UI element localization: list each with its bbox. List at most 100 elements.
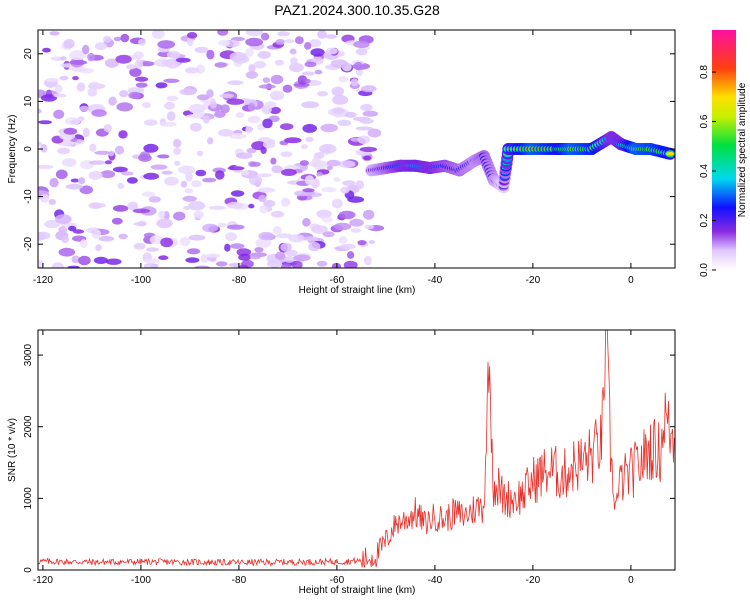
heatmap-cell xyxy=(39,194,50,203)
heatmap-cell xyxy=(226,98,245,105)
heatmap-cell xyxy=(218,39,231,47)
heatmap-cell xyxy=(333,177,341,182)
heatmap-cell xyxy=(91,229,102,239)
heatmap-cell xyxy=(226,224,245,230)
heatmap-cell xyxy=(304,42,312,50)
heatmap-cell xyxy=(103,124,113,133)
x-tick-label: -40 xyxy=(428,275,443,286)
heatmap-cell xyxy=(350,228,362,233)
heatmap-cell xyxy=(202,115,211,124)
heatmap-cell xyxy=(100,170,116,179)
heatmap-cell xyxy=(251,141,267,151)
heatmap-cell xyxy=(125,64,137,70)
heatmap-cell xyxy=(225,232,238,242)
heatmap-cell xyxy=(63,38,75,49)
heatmap-cell xyxy=(257,187,276,193)
heatmap-cell xyxy=(76,82,86,92)
heatmap-cell xyxy=(174,160,181,166)
heatmap-cell xyxy=(194,46,209,54)
heatmap-y-ticks: -20 -10 0 10 20 xyxy=(23,48,675,251)
heatmap-cell xyxy=(64,117,81,125)
x-tick-label: -60 xyxy=(330,275,345,286)
heatmap-cell xyxy=(275,233,292,239)
x-tick-label: -120 xyxy=(33,575,53,586)
heatmap-cell xyxy=(161,170,173,175)
heatmap-cell xyxy=(150,164,168,170)
heatmap-cell xyxy=(151,30,165,39)
heatmap-cell xyxy=(338,160,356,168)
heatmap-cell xyxy=(214,62,227,68)
heatmap-cell xyxy=(325,47,338,55)
heatmap-cell xyxy=(299,160,309,166)
heatmap-cell xyxy=(301,101,320,109)
heatmap-cell xyxy=(111,217,123,225)
heatmap-cell xyxy=(143,262,159,268)
heatmap-cell xyxy=(269,90,285,101)
heatmap-cell xyxy=(357,240,367,246)
heatmap-cell xyxy=(108,96,117,106)
heatmap-cell xyxy=(135,76,149,82)
heatmap-cell xyxy=(69,66,88,72)
heatmap-cell xyxy=(157,154,170,159)
heatmap-cell xyxy=(88,160,106,165)
heatmap-cell xyxy=(158,255,169,260)
heatmap-cell xyxy=(302,188,315,193)
heatmap-cell xyxy=(240,170,250,176)
heatmap-cell xyxy=(88,81,101,90)
heatmap-cell xyxy=(230,190,245,197)
heatmap-cell xyxy=(337,119,352,127)
y-tick-label: 3000 xyxy=(23,344,34,367)
heatmap-cell xyxy=(362,110,379,117)
heatmap-cell xyxy=(363,209,375,220)
heatmap-cell xyxy=(69,60,88,65)
heatmap-cell xyxy=(40,94,58,102)
heatmap-cell xyxy=(178,165,196,174)
heatmap-cell xyxy=(217,129,234,137)
snr-x-ticks: -120 -100 -80 -60 -40 -20 0 xyxy=(33,330,634,586)
heatmap-cell xyxy=(302,217,311,227)
y-tick-label: 1000 xyxy=(23,487,34,510)
heatmap-cell xyxy=(120,33,130,43)
heatmap-cell xyxy=(248,203,255,209)
heatmap-cell xyxy=(305,136,314,143)
heatmap-cell xyxy=(666,152,675,156)
heatmap-cell xyxy=(94,42,108,50)
heatmap-cell xyxy=(160,237,174,248)
heatmap-cell xyxy=(263,199,276,208)
colorbar-tick-label: 0.8 xyxy=(699,65,710,79)
heatmap-cell xyxy=(119,90,129,98)
heatmap-cell xyxy=(132,208,151,214)
heatmap-cell xyxy=(364,224,374,230)
heatmap-cell xyxy=(338,210,356,220)
heatmap-cell xyxy=(166,111,176,121)
heatmap-cell xyxy=(247,102,256,112)
heatmap-cell xyxy=(182,195,197,202)
heatmap-cell xyxy=(148,196,161,203)
heatmap-cell xyxy=(355,126,374,131)
colorbar-gradient xyxy=(712,30,736,270)
y-tick-label: 10 xyxy=(23,95,34,107)
heatmap-cell xyxy=(179,88,197,96)
heatmap-cell xyxy=(270,210,285,218)
heatmap-cell xyxy=(160,121,177,127)
heatmap-cell xyxy=(349,218,364,227)
heatmap-cell xyxy=(77,177,86,185)
y-tick-label: 20 xyxy=(23,48,34,60)
heatmap-cell xyxy=(280,151,293,158)
heatmap-cell xyxy=(89,143,97,152)
heatmap-cell xyxy=(293,254,311,262)
heatmap-cell xyxy=(166,50,181,59)
heatmap-cell xyxy=(314,69,323,75)
heatmap-cell xyxy=(322,231,335,238)
heatmap-cell xyxy=(116,102,133,112)
heatmap-cell xyxy=(202,223,219,233)
heatmap-cell xyxy=(80,239,88,249)
heatmap-cell xyxy=(164,101,175,110)
heatmap-cell xyxy=(49,31,60,36)
heatmap-cell xyxy=(49,177,59,188)
heatmap-cell xyxy=(209,100,217,109)
heatmap-cell xyxy=(249,175,263,186)
heatmap-cell xyxy=(309,39,322,48)
x-tick-label: -100 xyxy=(131,275,151,286)
heatmap-cell xyxy=(195,169,207,177)
